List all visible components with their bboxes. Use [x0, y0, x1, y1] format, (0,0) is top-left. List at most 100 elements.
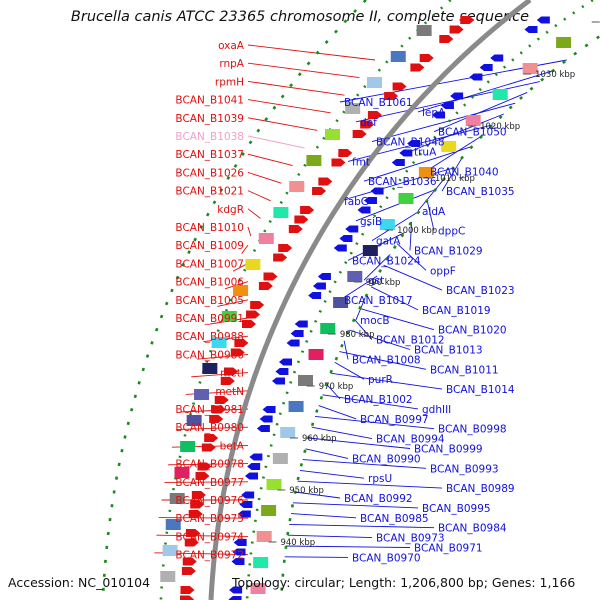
forward-gene-arrow [201, 443, 216, 452]
forward-gene-arrow [246, 310, 261, 319]
forward-gene-arrow [242, 320, 257, 328]
feature-box-outer [165, 519, 181, 530]
left-gene-label: BCAN_B0986 [175, 349, 244, 361]
feature-box-outer [245, 259, 261, 270]
left-gene-label: BCAN_B1038 [175, 131, 244, 143]
left-gene-label: kdgR [217, 204, 244, 216]
kbp-label: 1030 kbp [535, 70, 575, 80]
right-connector-line [426, 200, 435, 231]
forward-gene-arrow [263, 272, 278, 281]
reverse-gene-arrow [363, 197, 377, 204]
feature-box-inner [465, 115, 481, 126]
label-connector-lines [154, 44, 567, 558]
map-title: Brucella canis ATCC 23365 chromosome II,… [70, 9, 530, 25]
feature-box-outer [162, 545, 178, 556]
right-gene-label: BCAN_B0973 [376, 533, 445, 545]
reverse-gene-arrow [279, 358, 293, 366]
forward-gene-arrow [312, 187, 327, 195]
right-connector-line [339, 167, 454, 202]
right-connector-line [348, 329, 411, 350]
reverse-gene-arrow [294, 320, 308, 328]
feature-box-inner [556, 37, 572, 48]
feature-box-inner [261, 505, 277, 516]
forward-gene-arrow [191, 491, 206, 499]
right-gene-label: BCAN_B0998 [438, 424, 507, 436]
reverse-gene-arrow [407, 140, 421, 147]
right-gene-label: BCAN_B1023 [446, 285, 515, 297]
right-connector-line [290, 513, 357, 519]
reverse-gene-arrow [536, 16, 550, 24]
left-connector-line [156, 534, 249, 537]
right-connector-line [441, 156, 463, 192]
feature-box-outer [180, 441, 196, 452]
reverse-gene-arrow [245, 472, 259, 480]
kbp-label: 1010 kbp [435, 174, 475, 184]
feature-box-outer [211, 337, 227, 348]
right-gene-label: rpsU [368, 473, 392, 485]
reverse-gene-arrow [333, 244, 347, 252]
right-gene-label: BCAN_B1020 [438, 325, 507, 337]
left-connector-line [247, 99, 331, 114]
left-gene-label: rpmH [215, 76, 244, 88]
left-gene-label: betA [220, 440, 245, 452]
forward-gene-arrow [360, 120, 375, 129]
right-connector-line [289, 523, 435, 529]
forward-gene-arrow [188, 510, 203, 518]
right-connector-line [330, 372, 443, 390]
right-gene-label: BCAN_B0989 [446, 483, 515, 495]
forward-gene-arrow [182, 557, 197, 566]
reverse-gene-arrow [450, 92, 464, 100]
forward-gene-arrow [278, 244, 293, 252]
kbp-label: 960 kbp [302, 434, 337, 444]
reverse-gene-arrow [345, 225, 359, 233]
left-gene-label: metI [220, 368, 244, 380]
right-connector-line [343, 340, 349, 360]
accession-text: Accession: NC_010104 [8, 575, 151, 590]
forward-gene-arrow [230, 348, 245, 357]
right-connector-line [355, 81, 540, 123]
reverse-gene-arrow [479, 64, 493, 71]
right-gene-label: BCAN_B1036 [368, 176, 437, 188]
right-connector-line [311, 426, 373, 440]
right-connector-line [318, 405, 357, 420]
right-connector-line [383, 264, 443, 291]
right-gene-label: BCAN_B0985 [360, 513, 429, 525]
reverse-gene-arrow [249, 453, 263, 461]
feature-box-outer [202, 363, 218, 374]
forward-gene-arrow [288, 225, 303, 233]
right-gene-label: gdhIII [422, 404, 451, 416]
right-gene-label: BCAN_B1012 [376, 335, 445, 347]
feature-box-inner [272, 453, 288, 464]
right-connector-line [363, 145, 473, 182]
left-connector-line [241, 244, 249, 254]
kbp-label: 1020 kbp [480, 122, 520, 132]
feature-box-outer [289, 181, 305, 192]
feature-box-inner [379, 219, 395, 230]
right-connector-line [315, 415, 435, 430]
left-gene-label: metN [215, 386, 244, 398]
reverse-gene-arrow [275, 368, 289, 375]
reverse-gene-arrow [370, 187, 384, 195]
feature-box-outer [325, 129, 341, 140]
right-connector-line [284, 556, 349, 558]
kbp-label: 1000 kbp [397, 226, 437, 236]
feature-box-inner [362, 245, 378, 256]
reverse-gene-arrow [241, 491, 255, 499]
right-connector-line [363, 254, 391, 281]
forward-gene-arrow [197, 462, 212, 471]
left-gene-label: BCAN_B1039 [175, 113, 244, 125]
left-connector-line [247, 44, 376, 61]
reverse-gene-arrow [290, 330, 304, 337]
forward-gene-arrow [190, 500, 205, 509]
right-gene-label: BCAN_B0994 [376, 434, 445, 446]
forward-gene-arrow [258, 282, 273, 290]
right-connector-line [371, 210, 420, 241]
forward-gene-arrow [211, 405, 226, 414]
left-gene-label: BCAN_B0972 [175, 550, 244, 562]
gene-labels: oxaA rnpA rpmH BCAN_B1041 BCAN_B1039 BCAN_B10… [175, 40, 514, 564]
left-gene-label: BCAN_B1041 [175, 95, 244, 107]
reverse-gene-arrow [391, 159, 405, 166]
right-gene-label: truA [414, 147, 437, 159]
right-gene-label: BCAN_B1035 [446, 186, 515, 198]
